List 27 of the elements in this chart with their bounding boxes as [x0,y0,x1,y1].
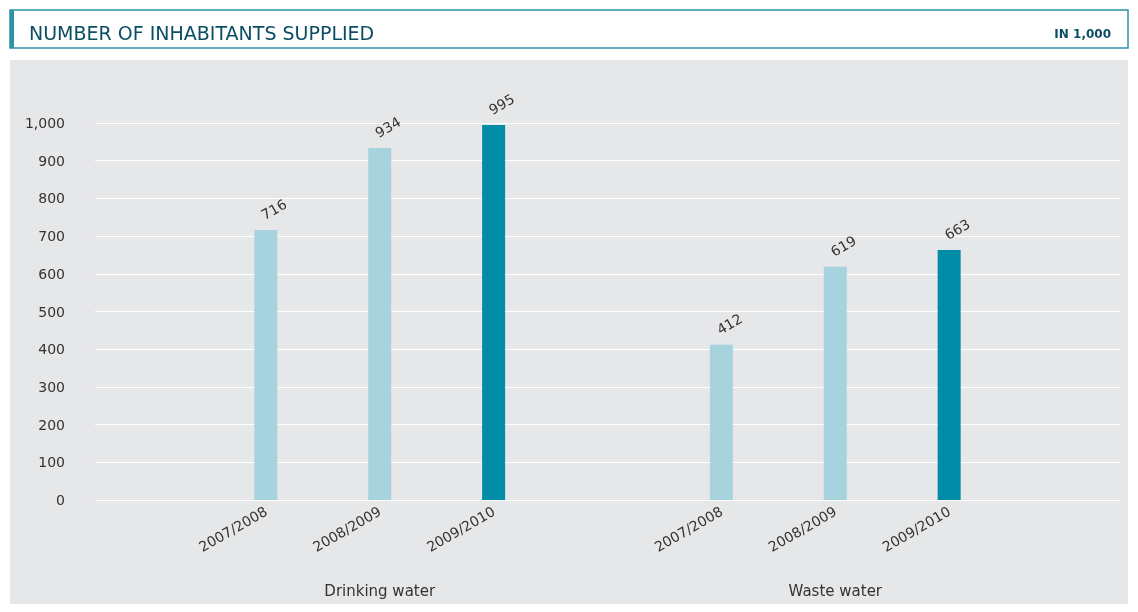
y-tick-label: 600 [38,265,65,282]
y-tick-label: 400 [38,341,65,358]
data-label: 934 [372,113,404,141]
bar [937,250,961,500]
y-tick-label: 200 [38,416,65,433]
data-label: 412 [713,310,746,338]
chart-title: NUMBER OF INHABITANTS SUPPLIED [29,21,375,44]
data-label: 716 [258,195,290,223]
y-tick-label: 100 [38,454,65,471]
y-tick-label: 1,000 [24,115,65,131]
data-label: 995 [486,90,518,118]
chart-subtitle: IN 1,000 [1054,27,1112,41]
data-label: 663 [941,215,973,243]
bar [482,124,506,500]
bar [823,266,847,500]
y-tick-label: 700 [38,228,65,245]
text: Waste water [788,582,883,600]
y-tick-label: 900 [38,152,65,169]
y-tick-label: 300 [38,378,65,395]
bar [709,344,733,500]
data-label: 619 [827,232,859,260]
text: Drinking water [324,582,436,600]
y-tick-label: 800 [38,190,65,207]
bar [368,147,392,500]
y-tick-label: 0 [56,492,65,508]
y-tick-label: 500 [38,303,65,320]
bar [254,230,278,500]
